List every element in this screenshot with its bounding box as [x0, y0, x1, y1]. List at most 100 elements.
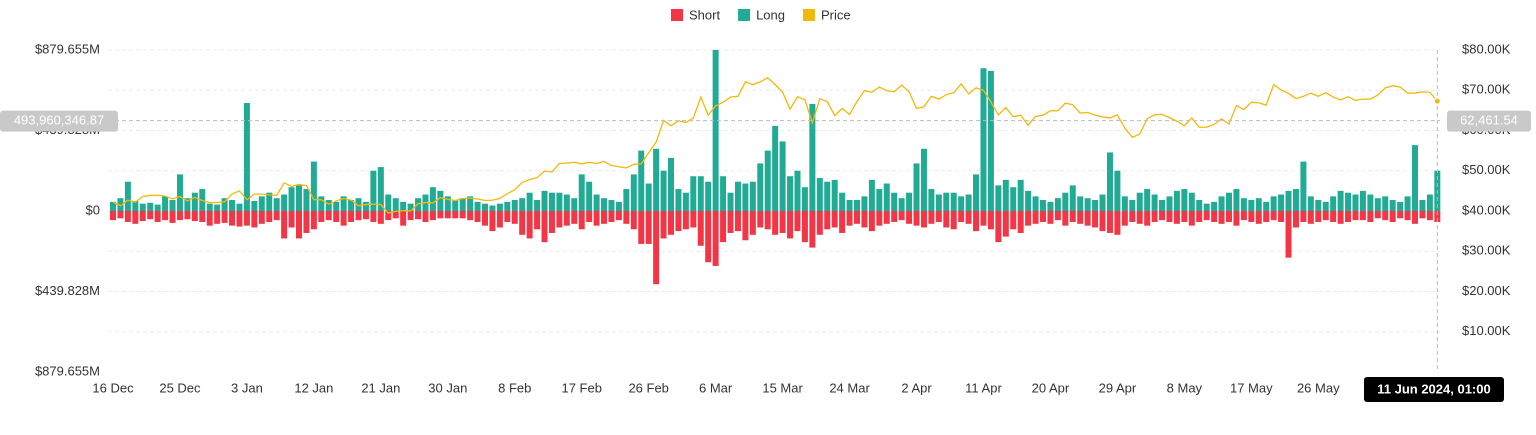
- bar: [340, 211, 347, 226]
- bar: [1054, 198, 1061, 211]
- bar: [742, 183, 749, 211]
- bar: [333, 201, 340, 211]
- x-tick-label: 17 May: [1230, 380, 1273, 395]
- bar: [273, 211, 280, 221]
- bar: [839, 192, 846, 211]
- bar: [950, 192, 957, 211]
- legend-swatch: [738, 9, 751, 21]
- bar: [854, 200, 860, 211]
- bar: [824, 181, 831, 211]
- bar: [258, 196, 265, 211]
- bar: [1084, 211, 1091, 226]
- bar: [787, 176, 794, 211]
- legend-label: Short: [689, 7, 720, 22]
- bar: [504, 211, 511, 222]
- bar: [1047, 211, 1054, 224]
- bar: [139, 203, 146, 211]
- bar: [831, 179, 838, 211]
- x-tick-label: 20 Apr: [1032, 380, 1070, 395]
- bar: [132, 211, 139, 224]
- bar: [303, 189, 310, 211]
- bar: [779, 211, 786, 233]
- x-tick-label: 26 Feb: [628, 380, 668, 395]
- bar: [1002, 211, 1009, 237]
- bar: [697, 211, 704, 246]
- bar: [1278, 211, 1285, 222]
- bar: [1315, 211, 1322, 222]
- bar: [251, 200, 258, 211]
- bar: [362, 201, 369, 211]
- bar: [474, 211, 481, 222]
- bar: [407, 211, 414, 221]
- bar: [615, 211, 622, 221]
- bar: [1099, 211, 1106, 232]
- bar: [965, 194, 972, 211]
- bar: [645, 183, 652, 211]
- bar: [928, 211, 935, 224]
- bar: [325, 211, 332, 221]
- bar: [987, 70, 994, 211]
- bar: [593, 194, 600, 211]
- bar: [913, 163, 920, 211]
- bar: [1345, 211, 1352, 222]
- bar: [1077, 196, 1084, 211]
- bar: [288, 187, 295, 211]
- bar: [1412, 211, 1418, 224]
- bar: [236, 203, 243, 211]
- bar: [920, 148, 927, 211]
- bar: [630, 211, 637, 230]
- y-tick-label: $439.828M: [35, 283, 100, 298]
- bar: [891, 211, 898, 222]
- bar: [214, 204, 221, 211]
- bar: [1307, 211, 1314, 224]
- bar: [377, 211, 384, 224]
- bar: [1419, 200, 1426, 211]
- bar: [973, 211, 980, 232]
- bar: [608, 211, 615, 222]
- bar: [221, 211, 228, 223]
- bar: [355, 198, 362, 211]
- x-tick-label: 21 Jan: [361, 380, 400, 395]
- bar: [1114, 170, 1121, 211]
- bar: [1077, 211, 1084, 224]
- bar: [1032, 211, 1039, 224]
- bar: [1002, 179, 1009, 211]
- bar: [117, 211, 124, 219]
- bar: [846, 211, 853, 226]
- bar: [749, 181, 756, 211]
- bar: [1382, 211, 1389, 221]
- bar: [854, 211, 860, 224]
- bar: [1151, 194, 1158, 211]
- bar: [675, 211, 682, 232]
- bar: [1196, 200, 1203, 211]
- bar: [452, 200, 459, 211]
- x-tick-label: 30 Jan: [428, 380, 467, 395]
- bar: [1188, 192, 1195, 211]
- bar: [1211, 201, 1218, 211]
- bar: [578, 211, 585, 230]
- bar: [1032, 196, 1039, 211]
- y-tick-label: $879.655M: [35, 363, 100, 378]
- bar: [370, 211, 377, 222]
- bar: [556, 192, 563, 211]
- bar: [400, 211, 407, 226]
- bar: [578, 174, 585, 211]
- bar: [1322, 201, 1329, 211]
- bar: [653, 211, 660, 285]
- bar: [206, 203, 213, 211]
- bar: [1010, 211, 1017, 230]
- bar: [1226, 211, 1232, 222]
- bar: [1374, 198, 1381, 211]
- bar: [1404, 196, 1411, 211]
- bar: [1248, 200, 1255, 211]
- bar: [1255, 198, 1262, 211]
- bar: [370, 170, 377, 211]
- bar: [229, 211, 236, 226]
- bar: [296, 185, 302, 211]
- bar: [1025, 190, 1032, 211]
- bar: [772, 125, 779, 211]
- bar: [645, 211, 652, 244]
- bar: [548, 211, 555, 233]
- bar: [980, 211, 987, 226]
